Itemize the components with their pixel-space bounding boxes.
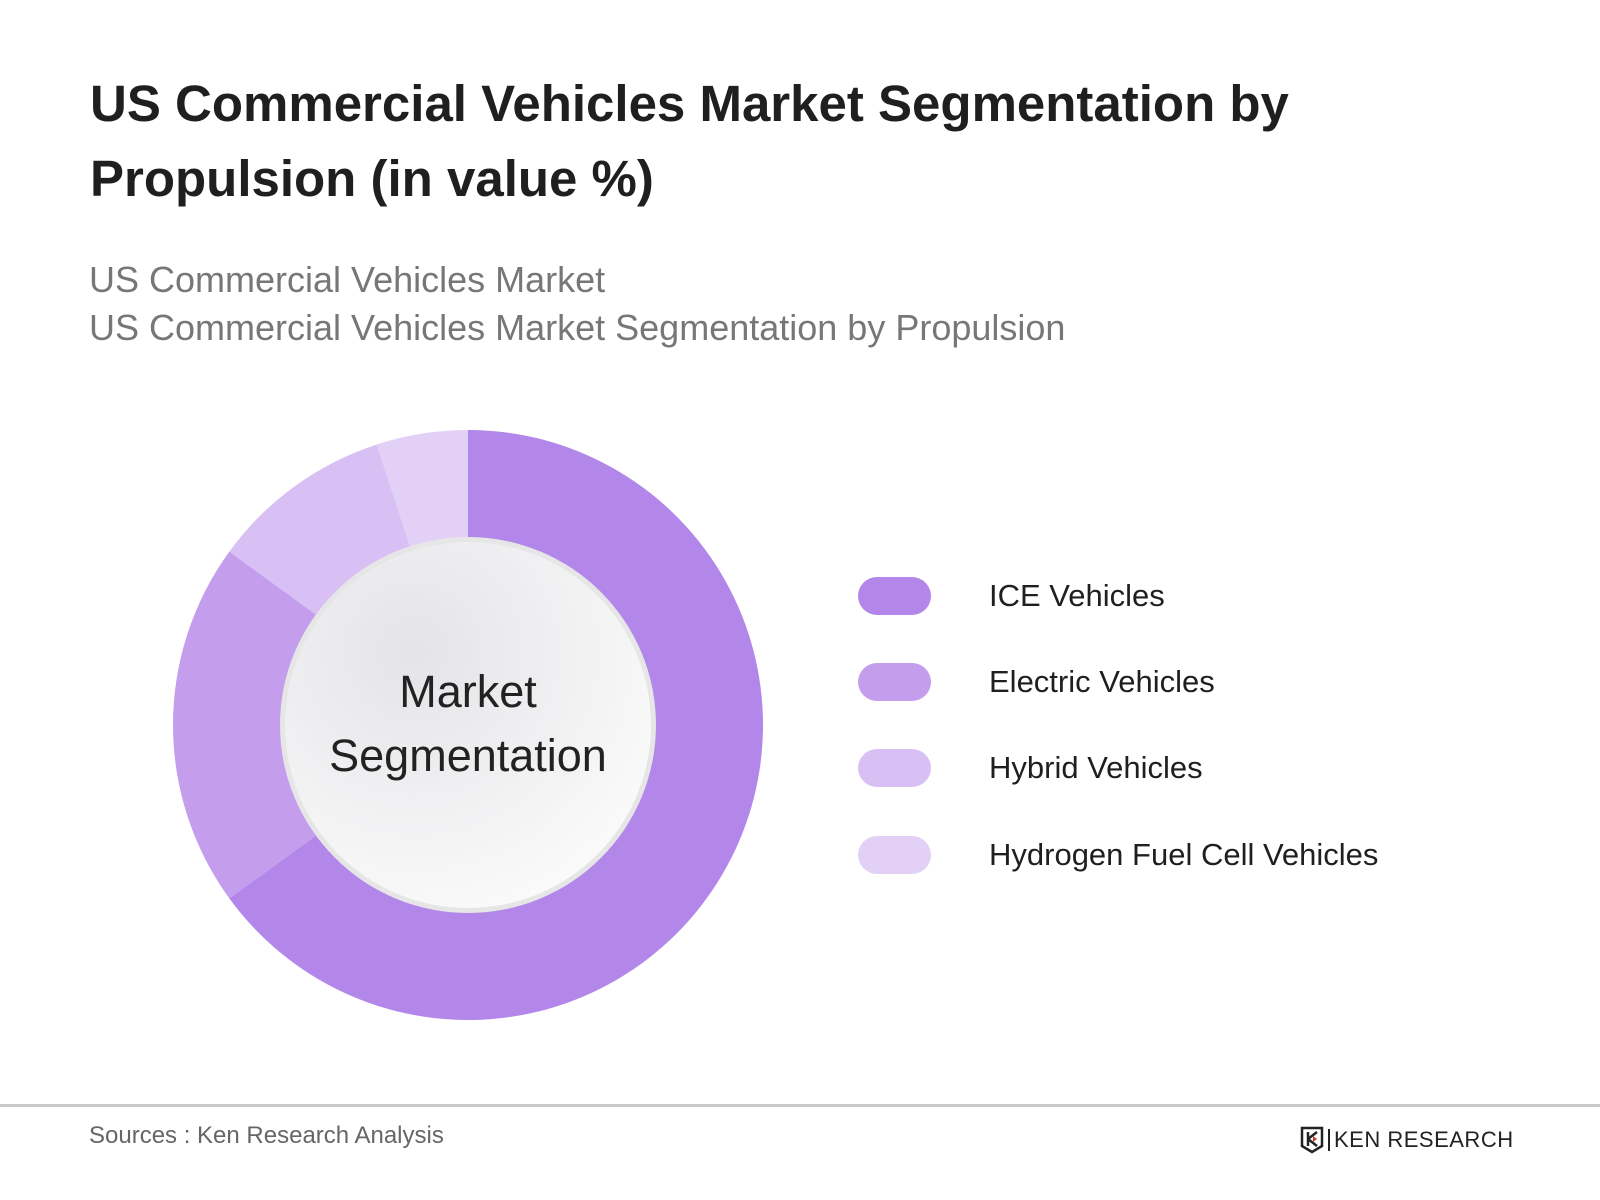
legend-swatch (858, 836, 931, 874)
sources-note: Sources : Ken Research Analysis (89, 1122, 444, 1149)
donut-slice-ice-vehicles (229, 430, 763, 1020)
legend-label: Hydrogen Fuel Cell Vehicles (989, 837, 1379, 872)
ken-research-logo-icon (1300, 1126, 1324, 1154)
chart-title: US Commercial Vehicles Market Segmentati… (90, 75, 1289, 207)
ken-research-logo: KEN RESEARCH (1300, 1126, 1514, 1154)
legend-swatch (858, 663, 931, 701)
legend-swatch (858, 577, 931, 615)
legend-item-electric: Electric Vehicles (858, 663, 1215, 701)
legend-label: Electric Vehicles (989, 664, 1215, 699)
center-disc (285, 542, 651, 908)
legend-label: Hybrid Vehicles (989, 750, 1203, 785)
donut-slice-electric-vehicles (173, 551, 319, 899)
legend-item-hybrid: Hybrid Vehicles (858, 749, 1203, 787)
logo-text: KEN RESEARCH (1334, 1127, 1514, 1152)
legend-item-hydrogen: Hydrogen Fuel Cell Vehicles (858, 836, 1378, 874)
legend-label: ICE Vehicles (989, 578, 1165, 613)
legend-item-ice: ICE Vehicles (858, 577, 1165, 615)
center-label-line-2: Segmentation (329, 730, 607, 781)
donut-slice-hybrid-vehicles (229, 444, 411, 617)
center-label: Market Segmentation (318, 660, 618, 788)
subtitle-line-1: US Commercial Vehicles Market (89, 259, 606, 300)
center-label-line-1: Market (399, 666, 537, 717)
legend-swatch (858, 749, 931, 787)
footer-divider (0, 1104, 1600, 1107)
subtitle-line-2: US Commercial Vehicles Market Segmentati… (89, 307, 1066, 348)
donut-slice-hydrogen-fuel-cell-vehicles (376, 430, 468, 550)
